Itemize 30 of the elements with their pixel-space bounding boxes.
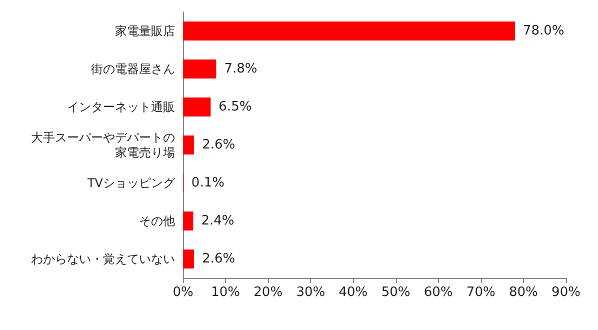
- data-label: 0.1%: [191, 176, 224, 190]
- y-tick-label: 街の電器屋さん: [91, 62, 175, 76]
- y-tick-label: 家電量販店: [115, 24, 175, 38]
- x-tick-label: 20%: [254, 285, 283, 300]
- bar: [183, 250, 194, 268]
- x-tick-label: 70%: [466, 285, 496, 300]
- x-tick-label: 30%: [296, 285, 326, 300]
- x-tick-label: 40%: [338, 285, 368, 300]
- bar: [183, 22, 515, 40]
- x-tick-label: 10%: [211, 285, 240, 300]
- y-tick-label: 大手スーパーやデパートの家電売り場: [31, 130, 175, 160]
- data-label: 2.6%: [202, 138, 236, 152]
- x-tick-label: 80%: [508, 285, 538, 300]
- y-tick-label: わからない・覚えていない: [31, 252, 175, 266]
- x-tick-label: 50%: [381, 285, 410, 300]
- data-label: 2.4%: [201, 214, 234, 228]
- data-label: 6.5%: [218, 100, 252, 114]
- x-tick-label: 60%: [424, 285, 453, 300]
- bar: [183, 212, 194, 230]
- bar: [183, 136, 194, 154]
- bar: [183, 60, 216, 78]
- y-tick-label: その他: [139, 214, 175, 228]
- bar: [183, 98, 211, 116]
- y-tick-label: TVショッピング: [86, 176, 176, 190]
- y-tick-label: インターネット通販: [67, 100, 175, 114]
- data-label: 2.6%: [202, 252, 236, 266]
- x-tick-label: 0%: [172, 285, 194, 300]
- x-tick-label: 90%: [552, 285, 580, 300]
- data-label: 78.0%: [522, 24, 564, 38]
- data-label: 7.8%: [224, 62, 258, 76]
